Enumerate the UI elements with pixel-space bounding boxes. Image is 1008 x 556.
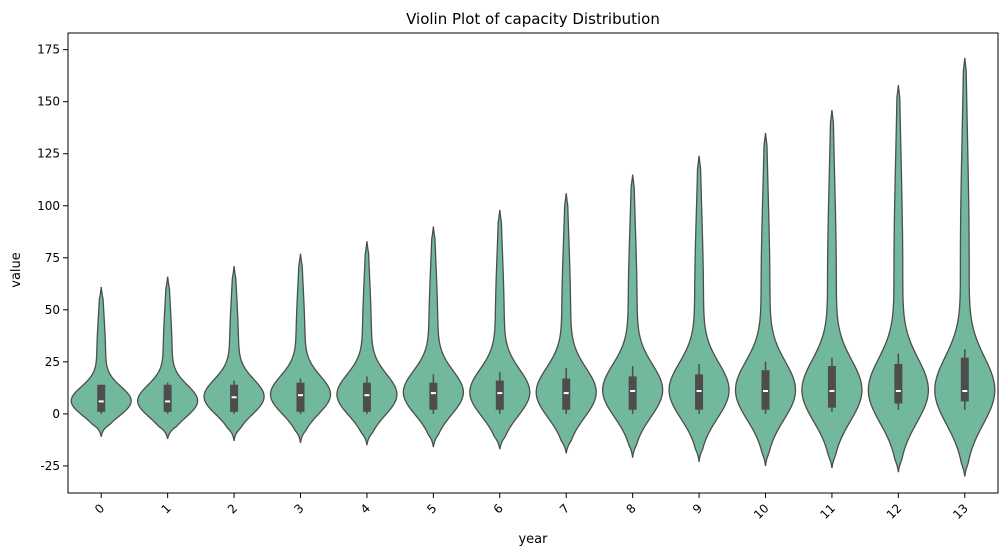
violin-iqr-box-year-5 — [429, 382, 438, 410]
violin-body-year-9 — [668, 155, 730, 462]
violin-iqr-box-year-13 — [960, 357, 969, 402]
violin-body-year-1 — [136, 276, 199, 440]
y-tick-label: -25 — [40, 459, 60, 473]
x-tick-label: 13 — [950, 501, 971, 522]
x-axis: 0 1 2 3 4 5 6 7 8 9 10 11 12 13 — [92, 493, 971, 522]
violin-iqr-box-year-6 — [495, 380, 504, 410]
x-tick-label: 9 — [690, 501, 705, 516]
x-tick-label: 1 — [158, 501, 173, 516]
x-tick-label: 4 — [358, 501, 373, 516]
violin-body-year-2 — [203, 266, 265, 442]
y-tick-label: 50 — [45, 303, 60, 317]
y-axis-label: value — [9, 252, 24, 288]
y-tick-label: 175 — [37, 43, 60, 57]
y-tick-label: 75 — [45, 251, 60, 265]
x-tick-label: 12 — [884, 501, 905, 522]
y-tick-label: 25 — [45, 355, 60, 369]
violin-iqr-box-year-0 — [97, 384, 106, 412]
x-axis-label: year — [518, 532, 548, 547]
x-tick-label: 5 — [424, 501, 439, 516]
y-tick-label: 0 — [52, 407, 60, 421]
y-tick-label: 150 — [37, 95, 60, 109]
violin-iqr-box-year-3 — [296, 382, 305, 412]
violin-body-year-4 — [336, 241, 398, 446]
x-tick-label: 8 — [623, 501, 638, 516]
x-tick-label: 7 — [557, 501, 572, 516]
violin-iqr-box-year-7 — [562, 378, 571, 410]
violin-iqr-box-year-10 — [761, 370, 770, 410]
violin-iqr-box-year-11 — [827, 366, 836, 408]
y-tick-label: 100 — [37, 199, 60, 213]
violin-body-year-5 — [402, 226, 465, 448]
violin-body-year-6 — [469, 209, 531, 450]
violin-body-year-3 — [269, 253, 332, 444]
x-tick-label: 2 — [225, 501, 240, 516]
violin-iqr-box-year-4 — [362, 382, 371, 412]
chart-title: Violin Plot of capacity Distribution — [406, 10, 660, 28]
x-tick-label: 11 — [817, 501, 838, 522]
violin-iqr-box-year-1 — [163, 384, 172, 412]
violin-body-year-0 — [70, 286, 132, 437]
violin-body-year-10 — [734, 132, 797, 467]
violin-body-year-11 — [801, 109, 863, 469]
violins-group — [70, 57, 996, 477]
violin-body-year-13 — [934, 57, 996, 477]
x-tick-label: 6 — [491, 501, 506, 516]
violin-iqr-box-year-12 — [894, 363, 903, 404]
x-tick-label: 0 — [92, 501, 107, 516]
x-tick-label: 10 — [751, 501, 772, 522]
y-tick-label: 125 — [37, 147, 60, 161]
violin-iqr-box-year-8 — [628, 376, 637, 410]
x-tick-label: 3 — [291, 501, 306, 516]
violin-body-year-7 — [535, 193, 597, 454]
violin-body-year-8 — [601, 174, 664, 458]
y-axis: -25 0 25 50 75 100 125 150 175 — [37, 43, 68, 473]
violin-body-year-12 — [867, 84, 930, 473]
violin-iqr-box-year-2 — [230, 384, 239, 412]
plot-frame — [67, 32, 999, 494]
violin-iqr-box-year-9 — [695, 374, 704, 410]
